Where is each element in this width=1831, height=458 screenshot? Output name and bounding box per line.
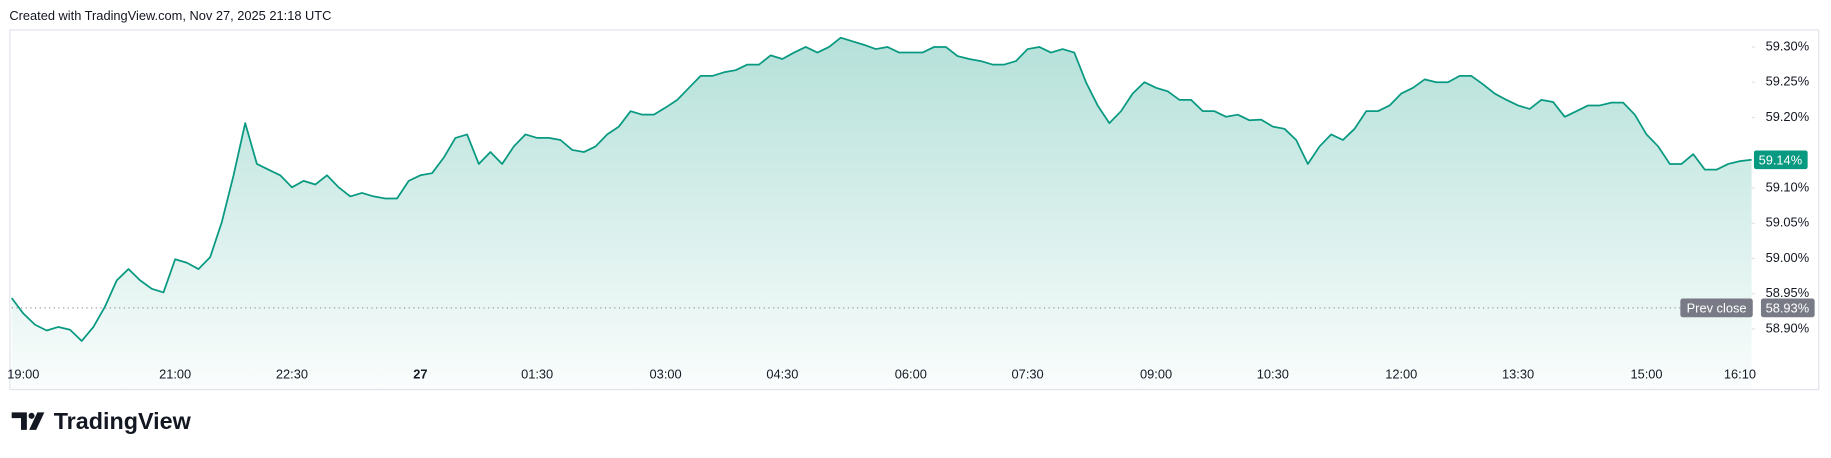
current-price-label: 59.14% xyxy=(1759,152,1803,167)
price-line xyxy=(10,36,1752,342)
plot: 58.90% 58.95% 59.00% 59.05% 59.10% 59.20% 59.2… xyxy=(7,36,1815,389)
y-tick-label: 59.30% xyxy=(1766,38,1810,53)
footer-brand: TradingView xyxy=(54,408,192,434)
y-tick-label: 58.95% xyxy=(1766,285,1810,300)
area xyxy=(11,37,1752,389)
logo xyxy=(11,412,45,430)
prev-close-value-badge xyxy=(1760,298,1815,318)
prev-close-badge xyxy=(1680,298,1753,318)
prev-close-label: 58.93% xyxy=(1766,300,1810,315)
y-tick-label: 59.20% xyxy=(1766,109,1810,124)
y-tick-label: 59.10% xyxy=(1766,179,1810,194)
y-tick-label: 59.05% xyxy=(1766,215,1810,230)
y-tick-label: 58.90% xyxy=(1766,320,1810,335)
header-text: Created with TradingView.com, Nov 27, 20… xyxy=(9,8,331,23)
prev-close-name: Prev close xyxy=(1687,300,1747,315)
chart-frame xyxy=(9,29,1820,391)
current-price-badge xyxy=(1753,150,1808,170)
y-tick-label: 59.00% xyxy=(1766,250,1810,265)
y-tick-label: 59.25% xyxy=(1766,74,1810,89)
